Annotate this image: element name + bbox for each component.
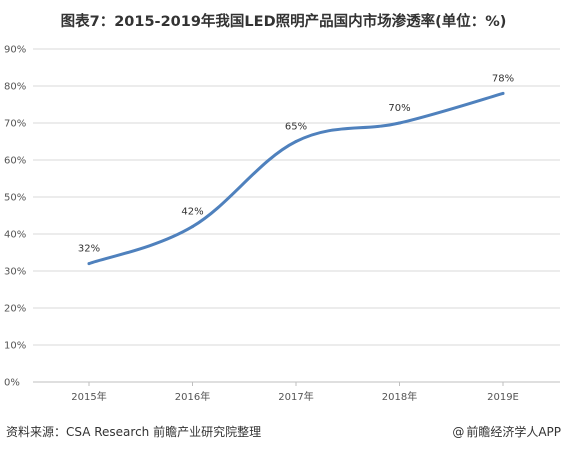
- brand-name: 前瞻经济学人APP: [466, 425, 561, 439]
- x-tick-label: 2016年: [175, 390, 210, 403]
- y-tick-label: 20%: [4, 304, 26, 315]
- x-tick-label: 2019E: [487, 392, 519, 403]
- data-label: 70%: [388, 103, 410, 114]
- axes: [33, 381, 560, 386]
- x-tick-label: 2017年: [278, 390, 313, 403]
- data-point: [87, 262, 91, 266]
- labels: 0% 10% 20% 30% 40% 50% 60% 70% 80% 90% 2015年 2016年 2…: [4, 45, 519, 404]
- data-point: [191, 225, 194, 229]
- data-label: 65%: [285, 122, 307, 133]
- x-tick-label: 2015年: [71, 390, 106, 403]
- data-point: [398, 121, 401, 125]
- brand-credit: @ 前瞻经济学人APP: [452, 423, 561, 440]
- y-tick-label: 80%: [4, 82, 26, 93]
- y-tick-label: 30%: [4, 267, 26, 278]
- series: [87, 91, 505, 266]
- y-tick-label: 50%: [4, 193, 26, 204]
- data-label: 32%: [78, 244, 100, 255]
- y-tick-label: 40%: [4, 230, 26, 241]
- y-tick-label: 70%: [4, 119, 26, 130]
- data-point: [501, 91, 505, 95]
- data-label: 78%: [492, 73, 514, 84]
- data-point: [294, 140, 298, 143]
- source-note: 资料来源：CSA Research 前瞻产业研究院整理: [6, 425, 262, 439]
- y-tick-label: 10%: [4, 341, 26, 352]
- y-tick-label: 60%: [4, 156, 26, 167]
- at-sign-icon: @: [452, 425, 465, 439]
- y-tick-label: 0%: [4, 378, 20, 389]
- data-label: 42%: [181, 207, 203, 218]
- series-line: [87, 91, 505, 266]
- x-tick-label: 2018年: [382, 390, 417, 403]
- gridlines: [33, 48, 560, 346]
- y-tick-label: 90%: [4, 45, 26, 56]
- footer: 资料来源：CSA Research 前瞻产业研究院整理 @ 前瞻经济学人APP: [0, 416, 567, 450]
- chart-title: 图表7：2015-2019年我国LED照明产品国内市场渗透率(单位：%): [60, 14, 507, 30]
